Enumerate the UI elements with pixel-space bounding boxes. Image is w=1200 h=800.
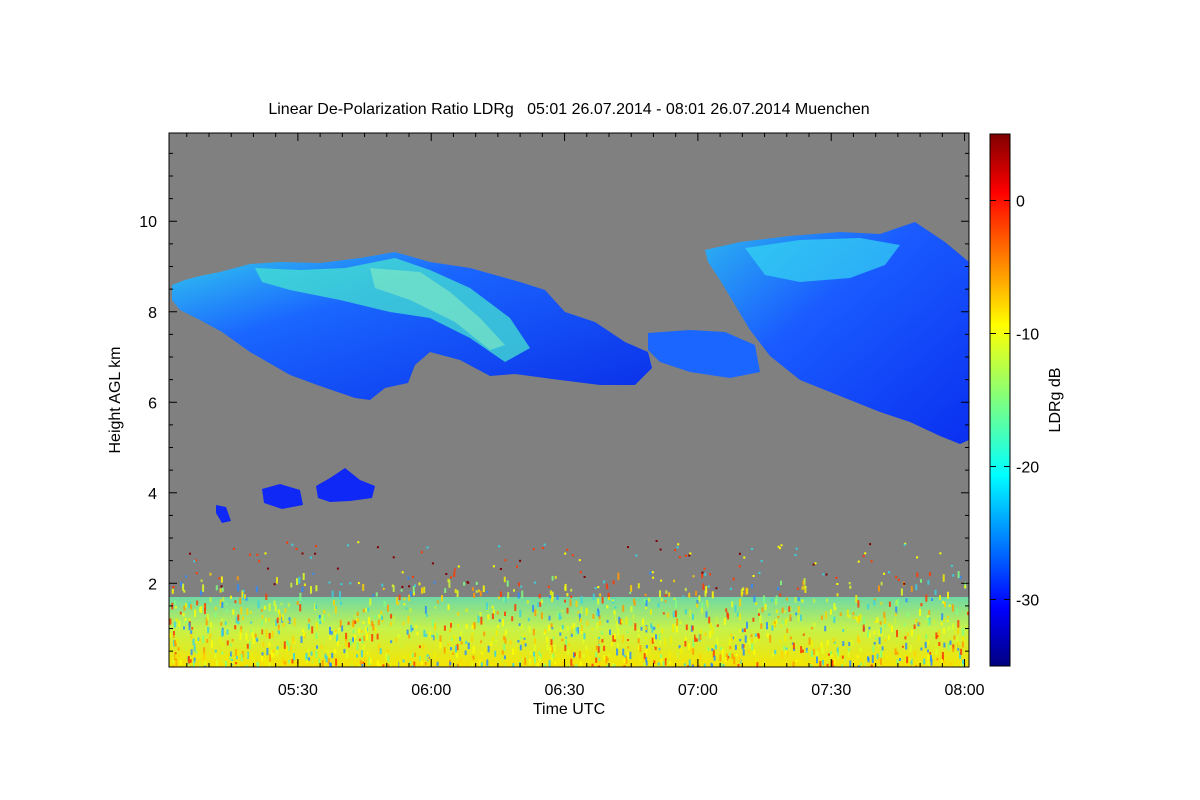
y-axis-label: Height AGL km — [107, 346, 124, 453]
x-axis-label: Time UTC — [533, 701, 605, 718]
y-tick-label: 8 — [148, 305, 157, 322]
colorbar-tick-label: -20 — [1016, 460, 1039, 477]
x-tick-label: 07:00 — [678, 682, 718, 699]
colorbar-tick-label: -10 — [1016, 327, 1039, 344]
x-tick-label: 06:30 — [545, 682, 585, 699]
colorbar-tick-label: 0 — [1016, 194, 1025, 211]
mid-cloud-patch-1 — [262, 484, 303, 509]
mid-cloud-patch-3 — [216, 505, 231, 523]
y-axis: 2 4 6 8 10 — [139, 152, 969, 652]
colorbar-tick-label: -30 — [1016, 593, 1039, 610]
colorbar-gradient — [989, 133, 1011, 667]
cirrus-connector — [648, 330, 760, 378]
plot-area — [169, 133, 969, 667]
plot-frame — [168, 132, 970, 668]
x-tick-label: 08:00 — [945, 682, 985, 699]
cirrus-streak-left — [255, 258, 530, 362]
cirrus-band-right — [705, 222, 969, 444]
x-axis: 05:30 06:00 06:30 07:00 07:30 08:00 — [186, 133, 985, 699]
y-tick-label: 4 — [148, 486, 157, 503]
y-tick-label: 6 — [148, 395, 157, 412]
colorbar-label: LDRg dB — [1047, 368, 1064, 433]
colorbar: 0 -10 -20 -30 LDRg dB — [989, 133, 1064, 667]
x-tick-label: 07:30 — [811, 682, 851, 699]
colorbar-ticks: 0 -10 -20 -30 — [990, 194, 1039, 610]
x-tick-label: 06:00 — [411, 682, 451, 699]
cirrus-streak-right — [745, 238, 900, 282]
mid-cloud-patch-2 — [316, 468, 375, 502]
y-tick-label: 10 — [139, 214, 157, 231]
chart-title: Linear De-Polarization Ratio LDRg 05:01 … — [268, 101, 869, 118]
plot-background — [169, 133, 969, 667]
cirrus-streak-left-2 — [370, 268, 505, 350]
y-tick-label: 2 — [148, 576, 157, 593]
boundary-layer-noise — [169, 540, 969, 667]
x-tick-label: 05:30 — [278, 682, 318, 699]
